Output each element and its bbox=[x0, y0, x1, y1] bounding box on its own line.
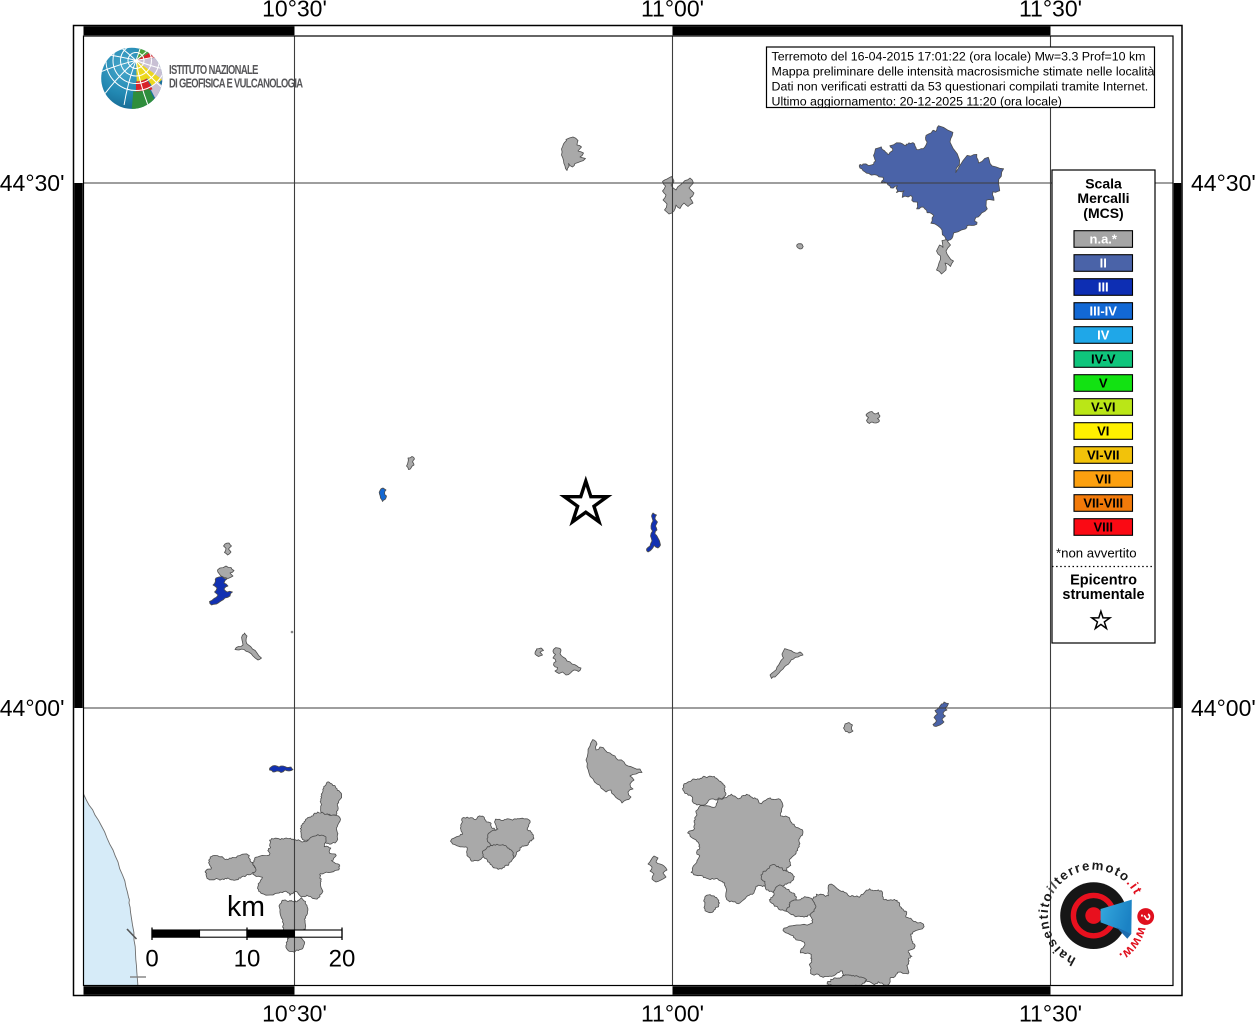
svg-text:44°00': 44°00' bbox=[0, 695, 65, 721]
svg-text:III-IV: III-IV bbox=[1090, 304, 1118, 319]
svg-text:V-VI: V-VI bbox=[1091, 400, 1116, 415]
svg-text:44°30': 44°30' bbox=[0, 170, 65, 196]
svg-text:44°00': 44°00' bbox=[1191, 695, 1255, 721]
svg-text:km: km bbox=[227, 891, 265, 923]
svg-text:Dati non verificati estratti d: Dati non verificati estratti da 53 quest… bbox=[772, 79, 1149, 93]
svg-text:Scala: Scala bbox=[1085, 176, 1122, 192]
svg-text:11°30': 11°30' bbox=[1019, 1001, 1082, 1024]
svg-text:V: V bbox=[1099, 376, 1108, 391]
svg-text:IV: IV bbox=[1097, 328, 1110, 343]
svg-text:*non avvertito: *non avvertito bbox=[1056, 546, 1137, 561]
svg-text:11°00': 11°00' bbox=[641, 1001, 704, 1024]
svg-text:0: 0 bbox=[145, 946, 158, 973]
svg-text:IV-V: IV-V bbox=[1091, 352, 1116, 367]
svg-text:10°30': 10°30' bbox=[262, 0, 327, 22]
svg-text:VIII: VIII bbox=[1093, 520, 1113, 535]
svg-text:Mappa preliminare delle intens: Mappa preliminare delle intensità macros… bbox=[772, 64, 1155, 78]
svg-text:II: II bbox=[1100, 256, 1107, 271]
svg-text:20: 20 bbox=[329, 946, 356, 973]
svg-text:n.a.*: n.a.* bbox=[1090, 232, 1118, 247]
svg-text:Ultimo aggiornamento: 20-12-20: Ultimo aggiornamento: 20-12-2025 11:20 (… bbox=[772, 95, 1062, 109]
svg-text:?: ? bbox=[1137, 911, 1153, 922]
svg-text:strumentale: strumentale bbox=[1062, 587, 1144, 603]
svg-text:11°30': 11°30' bbox=[1019, 0, 1082, 22]
svg-text:VII: VII bbox=[1095, 472, 1111, 487]
svg-text:Terremoto del 16-04-2015 17:01: Terremoto del 16-04-2015 17:01:22 (ora l… bbox=[772, 49, 1146, 63]
svg-text:10: 10 bbox=[234, 946, 261, 973]
svg-text:44°30': 44°30' bbox=[1191, 170, 1255, 196]
svg-text:DI GEOFISICA E VULCANOLOGIA: DI GEOFISICA E VULCANOLOGIA bbox=[169, 77, 303, 91]
svg-text:(MCS): (MCS) bbox=[1083, 205, 1123, 221]
svg-text:VII-VIII: VII-VIII bbox=[1083, 496, 1123, 511]
svg-text:VI-VII: VI-VII bbox=[1087, 448, 1120, 463]
svg-text:VI: VI bbox=[1097, 424, 1109, 439]
svg-text:Mercalli: Mercalli bbox=[1077, 190, 1129, 206]
svg-text:10°30': 10°30' bbox=[262, 1001, 327, 1024]
svg-text:ISTITUTO NAZIONALE: ISTITUTO NAZIONALE bbox=[169, 64, 258, 78]
svg-text:11°00': 11°00' bbox=[641, 0, 704, 22]
svg-text:Epicentro: Epicentro bbox=[1070, 573, 1137, 589]
svg-text:III: III bbox=[1098, 280, 1109, 295]
